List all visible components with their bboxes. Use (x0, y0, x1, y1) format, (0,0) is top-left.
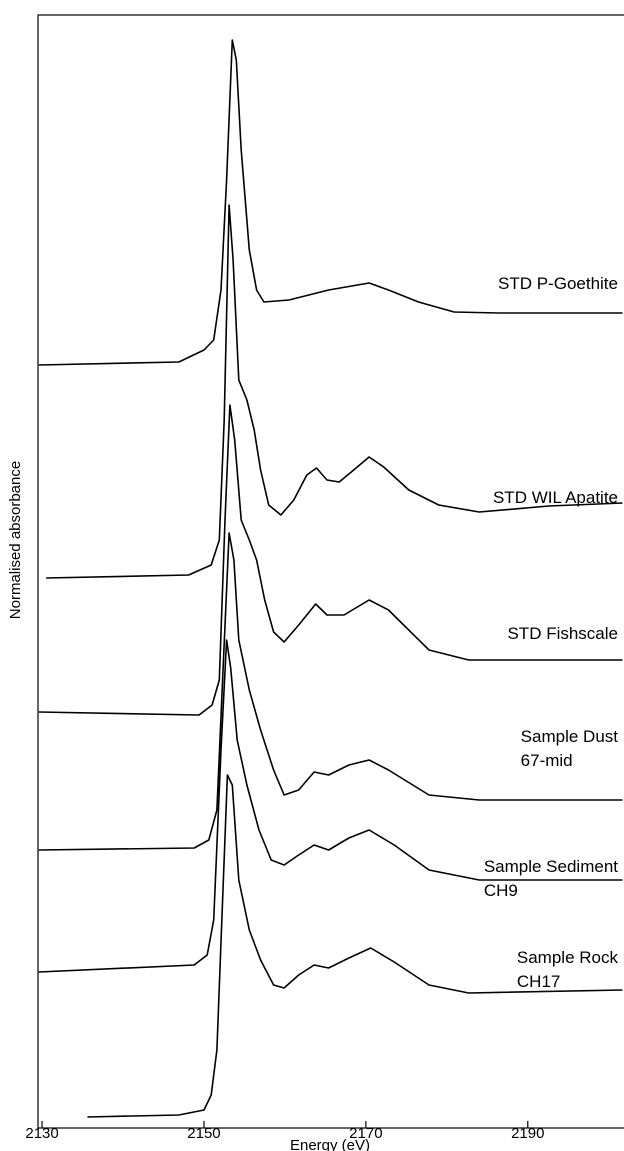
x-axis-title: Energy (eV) (290, 1137, 370, 1151)
spectrum-line (38, 639, 623, 973)
x-tick-label: 2130 (25, 1125, 58, 1142)
x-tick-label: 2150 (187, 1125, 220, 1142)
series-label: STD Fishscale (507, 624, 618, 643)
spectrum-line (38, 532, 623, 851)
y-axis-title: Normalised absorbance (7, 461, 24, 619)
spectrum-line (46, 204, 623, 579)
series-label: Sample Rock CH17 (516, 948, 618, 991)
series-label: Sample Sediment CH9 (483, 857, 618, 900)
series-label: STD P-Goethite (498, 274, 618, 293)
spectrum-line (87, 774, 623, 1118)
spectrum-line (38, 39, 623, 366)
plot-frame (37, 14, 624, 1129)
series-label: STD WIL Apatite (492, 488, 618, 507)
x-tick-label: 2190 (511, 1125, 544, 1142)
x-tick-label: 2170 (349, 1125, 382, 1142)
series-label: Sample Dust 67-mid (520, 727, 618, 770)
spectrum-line (38, 404, 623, 716)
